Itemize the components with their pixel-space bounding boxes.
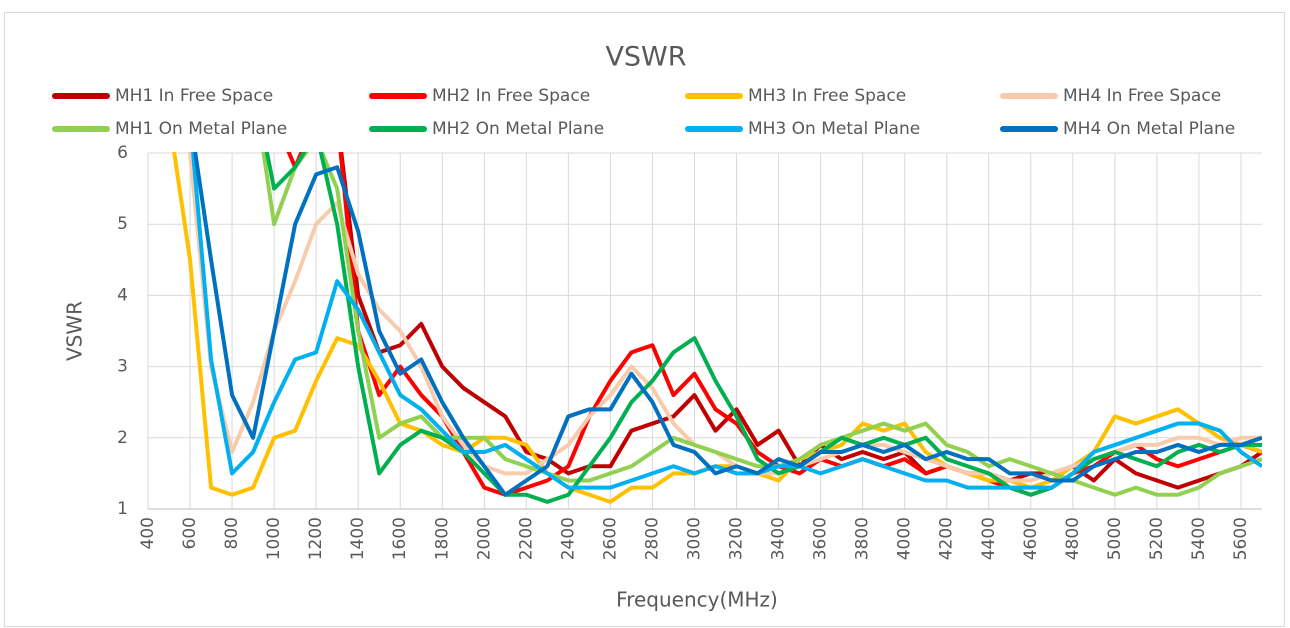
x-tick-label: 2600 <box>600 517 620 560</box>
x-tick-label: 5400 <box>1189 517 1209 560</box>
legend-label: MH2 In Free Space <box>432 86 590 106</box>
chart-frame <box>4 12 1285 627</box>
legend-label: MH4 In Free Space <box>1063 86 1221 106</box>
x-tick-label: 800 <box>222 517 242 549</box>
x-tick-label: 3000 <box>684 517 704 560</box>
legend-label: MH1 On Metal Plane <box>115 119 287 139</box>
y-tick-label: 3 <box>117 357 128 377</box>
x-tick-label: 600 <box>180 517 200 549</box>
x-tick-label: 3800 <box>853 517 873 560</box>
x-tick-label: 5200 <box>1147 517 1167 560</box>
series-line <box>261 152 1262 497</box>
x-tick-label: 4400 <box>979 517 999 560</box>
y-tick-label: 1 <box>117 499 128 519</box>
series-line <box>191 152 1262 490</box>
legend-label: MH3 On Metal Plane <box>748 119 920 139</box>
x-tick-label: 3400 <box>769 517 789 560</box>
x-tick-label: 4200 <box>937 517 957 560</box>
x-tick-label: 4600 <box>1021 517 1041 560</box>
x-tick-label: 3600 <box>811 517 831 560</box>
y-tick-label: 5 <box>117 214 128 234</box>
x-tick-label: 2000 <box>474 517 494 560</box>
chart-title: VSWR <box>605 42 686 73</box>
x-tick-label: 5600 <box>1231 517 1251 560</box>
legend-label: MH1 In Free Space <box>115 86 273 106</box>
x-tick-label: 5000 <box>1105 517 1125 560</box>
x-tick-label: 1400 <box>348 517 368 560</box>
x-tick-label: 2400 <box>558 517 578 560</box>
y-tick-label: 2 <box>117 428 128 448</box>
series-line <box>193 152 1262 497</box>
x-tick-label: 2800 <box>642 517 662 560</box>
x-axis-label: Frequency(MHz) <box>616 588 778 612</box>
x-tick-label: 3200 <box>727 517 747 560</box>
y-tick-label: 4 <box>117 285 128 305</box>
x-tick-label: 1200 <box>306 517 326 560</box>
x-tick-label: 4000 <box>895 517 915 560</box>
legend-label: MH3 In Free Space <box>748 86 906 106</box>
legend-label: MH2 On Metal Plane <box>432 119 604 139</box>
x-tick-label: 400 <box>138 517 158 549</box>
x-tick-label: 4800 <box>1063 517 1083 560</box>
x-tick-label: 1600 <box>390 517 410 560</box>
y-axis-label: VSWR <box>63 301 87 361</box>
x-tick-label: 1000 <box>264 517 284 560</box>
plot-lines <box>172 152 1262 504</box>
x-tick-label: 1800 <box>432 517 452 560</box>
x-tick-label: 2200 <box>516 517 536 560</box>
legend-label: MH4 On Metal Plane <box>1063 119 1235 139</box>
y-tick-label: 6 <box>117 143 128 163</box>
